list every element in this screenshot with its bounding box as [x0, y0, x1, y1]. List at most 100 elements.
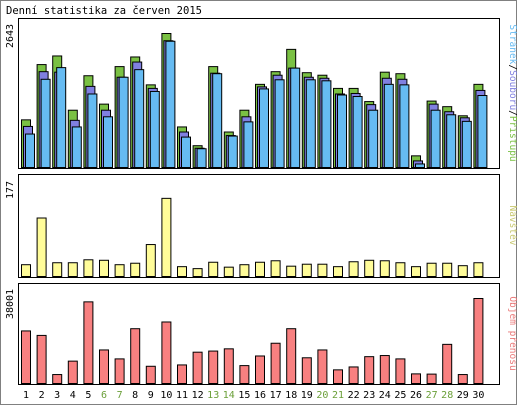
- bars-visits: [21, 197, 484, 278]
- legend-traffic: Objem přenosu: [507, 296, 517, 370]
- bar-stránek-day-2: [40, 78, 51, 168]
- day-label-14: 14: [223, 390, 235, 401]
- day-label-15: 15: [238, 390, 250, 401]
- bar-stránek-day-15: [243, 121, 254, 168]
- bar-traffic-day-2: [36, 334, 47, 384]
- bar-visits-day-14: [223, 266, 234, 277]
- legend-entry: Stránek: [507, 24, 517, 64]
- bar-stránek-day-11: [181, 136, 191, 168]
- day-label-28: 28: [441, 390, 453, 401]
- bar-stránek-day-26: [415, 163, 425, 169]
- bar-stránek-day-16: [259, 88, 269, 168]
- day-label-8: 8: [132, 390, 138, 401]
- bar-traffic-day-27: [426, 373, 437, 384]
- bar-stránek-day-28: [446, 114, 457, 169]
- bar-visits-day-26: [411, 266, 421, 278]
- day-label-12: 12: [192, 390, 204, 401]
- bar-stránek-day-7: [118, 76, 129, 168]
- bar-visits-day-7: [114, 264, 125, 278]
- bar-stránek-day-5: [87, 93, 98, 168]
- bar-visits-day-8: [130, 262, 141, 278]
- chart-panels: 2643 Stránek/Souborů/Přístupů177Návštěv38…: [5, 18, 517, 385]
- bar-traffic-day-17: [270, 342, 281, 385]
- bar-visits-day-2: [36, 217, 47, 277]
- bar-traffic-day-23: [364, 356, 375, 384]
- bar-traffic-day-14: [223, 348, 234, 385]
- bar-traffic-day-28: [442, 343, 453, 384]
- day-label-1: 1: [23, 390, 29, 401]
- bar-stránek-day-20: [321, 80, 332, 168]
- bar-visits-day-3: [52, 262, 63, 277]
- bar-stránek-day-24: [383, 83, 394, 168]
- bar-traffic-day-3: [52, 374, 63, 384]
- legend-entry: /: [507, 110, 517, 116]
- day-label-4: 4: [70, 390, 76, 401]
- bar-visits-day-22: [348, 261, 359, 278]
- bar-visits-day-23: [364, 259, 375, 278]
- day-label-13: 13: [207, 390, 219, 401]
- legend-entry: Návštěv: [507, 205, 517, 245]
- day-label-30: 30: [472, 390, 484, 401]
- bar-visits-day-13: [208, 261, 219, 277]
- panel-frame: [18, 174, 500, 278]
- bar-stránek-day-8: [134, 69, 145, 168]
- day-label-20: 20: [316, 390, 328, 401]
- day-label-5: 5: [85, 390, 91, 401]
- bar-visits-day-6: [99, 259, 109, 278]
- bar-traffic-day-20: [317, 349, 328, 384]
- bar-traffic-day-11: [177, 364, 187, 384]
- day-label-17: 17: [270, 390, 282, 401]
- bar-traffic-day-24: [379, 355, 390, 385]
- bar-traffic-day-22: [348, 366, 359, 385]
- bar-visits-day-29: [457, 265, 468, 277]
- bar-stránek-day-22: [352, 96, 363, 168]
- bar-stránek-day-12: [196, 148, 207, 168]
- bar-stránek-day-30: [477, 95, 488, 168]
- day-label-6: 6: [101, 390, 107, 401]
- bar-traffic-day-9: [145, 365, 156, 384]
- day-label-19: 19: [301, 390, 313, 401]
- bar-traffic-day-4: [67, 360, 78, 385]
- bar-visits-day-12: [192, 268, 203, 277]
- bar-stránek-day-14: [227, 135, 238, 169]
- bar-stránek-day-9: [149, 90, 160, 168]
- bar-visits-day-30: [473, 262, 484, 277]
- day-label-24: 24: [379, 390, 391, 401]
- bar-stránek-day-6: [103, 116, 113, 169]
- day-label-3: 3: [54, 390, 60, 401]
- legend-entry: Přístupů: [507, 116, 517, 162]
- bar-stránek-day-3: [56, 67, 67, 168]
- bar-traffic-day-19: [301, 357, 312, 384]
- day-label-10: 10: [160, 390, 172, 401]
- bar-traffic-day-29: [457, 374, 468, 384]
- bar-visits-day-15: [239, 264, 250, 278]
- bar-stránek-day-13: [212, 73, 223, 168]
- panel-visits: 177 Návštěv: [5, 174, 517, 278]
- bar-stránek-day-4: [71, 126, 82, 169]
- bar-stránek-day-18: [290, 67, 301, 168]
- legend-entry: Souborů: [507, 70, 517, 110]
- day-label-27: 27: [426, 390, 438, 401]
- bar-visits-day-18: [286, 265, 297, 278]
- day-label-2: 2: [39, 390, 45, 401]
- bar-stránek-day-25: [399, 84, 410, 168]
- bar-traffic-day-6: [99, 349, 109, 384]
- bar-visits-day-24: [379, 260, 390, 277]
- day-label-11: 11: [176, 390, 188, 401]
- bar-visits-day-25: [395, 262, 406, 277]
- bar-visits-day-9: [145, 244, 156, 277]
- bar-visits-day-16: [255, 261, 265, 277]
- bar-visits-day-1: [21, 264, 31, 278]
- bar-traffic-day-13: [208, 350, 219, 385]
- bar-traffic-day-18: [286, 328, 297, 385]
- bar-stránek-day-1: [25, 133, 35, 168]
- bar-stránek-day-21: [337, 94, 347, 168]
- day-label-7: 7: [117, 390, 123, 401]
- bar-visits-day-21: [333, 266, 343, 278]
- day-label-23: 23: [363, 390, 375, 401]
- bar-visits-day-17: [270, 260, 281, 277]
- bar-visits-day-27: [426, 262, 437, 278]
- bar-visits-day-10: [161, 197, 172, 277]
- bar-traffic-day-8: [130, 328, 141, 385]
